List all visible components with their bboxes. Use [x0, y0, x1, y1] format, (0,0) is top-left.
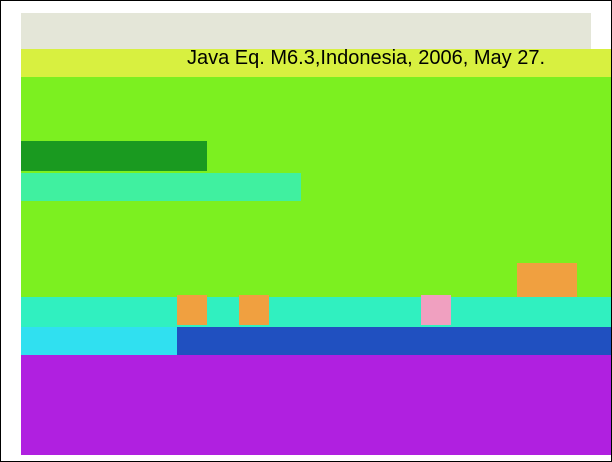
image-orange-patch	[517, 263, 577, 297]
image-top-strip	[21, 13, 591, 49]
image-orange-row	[177, 295, 207, 325]
caption: Java Eq. M6.3,Indonesia, 2006, May 27.	[187, 47, 545, 69]
image-orange-row	[239, 295, 269, 325]
image-yellow-band	[21, 49, 611, 77]
image-dark-green	[21, 141, 207, 171]
image-blue-band	[177, 327, 611, 355]
image-cyan-band	[21, 297, 611, 327]
image-cyan-patch	[21, 173, 301, 201]
image-purple-area	[21, 355, 611, 455]
image-pink-patch	[421, 295, 451, 325]
